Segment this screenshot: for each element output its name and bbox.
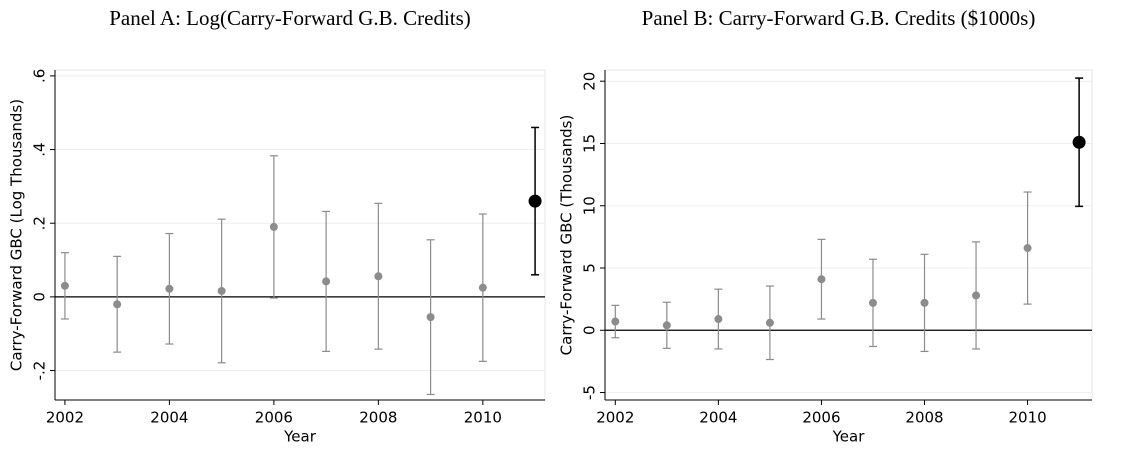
- y-tick-label: -5: [581, 385, 599, 400]
- point: [611, 317, 620, 326]
- y-tick-label: 20: [581, 72, 599, 91]
- y-tick-label: -.2: [31, 361, 49, 381]
- y-tick-label: .6: [31, 69, 49, 83]
- x-tick-label: 2002: [596, 409, 634, 427]
- point: [60, 281, 69, 290]
- point: [662, 321, 671, 330]
- point: [1072, 135, 1086, 149]
- chart-title: Panel A: Log(Carry-Forward G.B. Credits): [109, 6, 471, 30]
- x-tick-label: 2010: [464, 409, 502, 427]
- y-axis-label: Carry-Forward GBC (Log Thousands): [8, 99, 26, 371]
- point: [322, 277, 331, 286]
- x-tick-label: 2004: [150, 409, 188, 427]
- point: [765, 318, 774, 327]
- point: [426, 313, 435, 322]
- plot-frame: [54, 69, 546, 401]
- y-tick-label: 10: [581, 196, 599, 215]
- y-tick-label: .4: [31, 142, 49, 156]
- point: [868, 298, 877, 307]
- point: [920, 298, 929, 307]
- point: [269, 222, 278, 231]
- point: [478, 283, 487, 292]
- y-tick-label: .2: [31, 216, 49, 230]
- chart-title: Panel B: Carry-Forward G.B. Credits ($10…: [642, 6, 1036, 30]
- point: [972, 291, 981, 300]
- x-tick-label: 2006: [255, 409, 293, 427]
- y-axis-label: Carry-Forward GBC (Thousands): [558, 115, 576, 356]
- x-axis-label: Year: [283, 428, 317, 446]
- point: [217, 286, 226, 295]
- point: [374, 272, 383, 281]
- y-tick-label: 0: [31, 292, 49, 302]
- y-tick-label: 0: [581, 325, 599, 335]
- point: [113, 300, 122, 309]
- x-tick-label: 2010: [1008, 409, 1046, 427]
- point: [817, 275, 826, 284]
- point: [1023, 244, 1032, 253]
- x-tick-label: 2006: [802, 409, 840, 427]
- point: [165, 284, 174, 293]
- point: [528, 194, 542, 208]
- x-tick-label: 2008: [359, 409, 397, 427]
- y-tick-label: 5: [581, 263, 599, 273]
- x-axis-label: Year: [832, 428, 866, 446]
- x-tick-label: 2008: [905, 409, 943, 427]
- x-tick-label: 2004: [699, 409, 737, 427]
- x-tick-label: 2002: [46, 409, 84, 427]
- point: [714, 315, 723, 324]
- plot-frame: [604, 69, 1093, 401]
- y-tick-label: 15: [581, 134, 599, 153]
